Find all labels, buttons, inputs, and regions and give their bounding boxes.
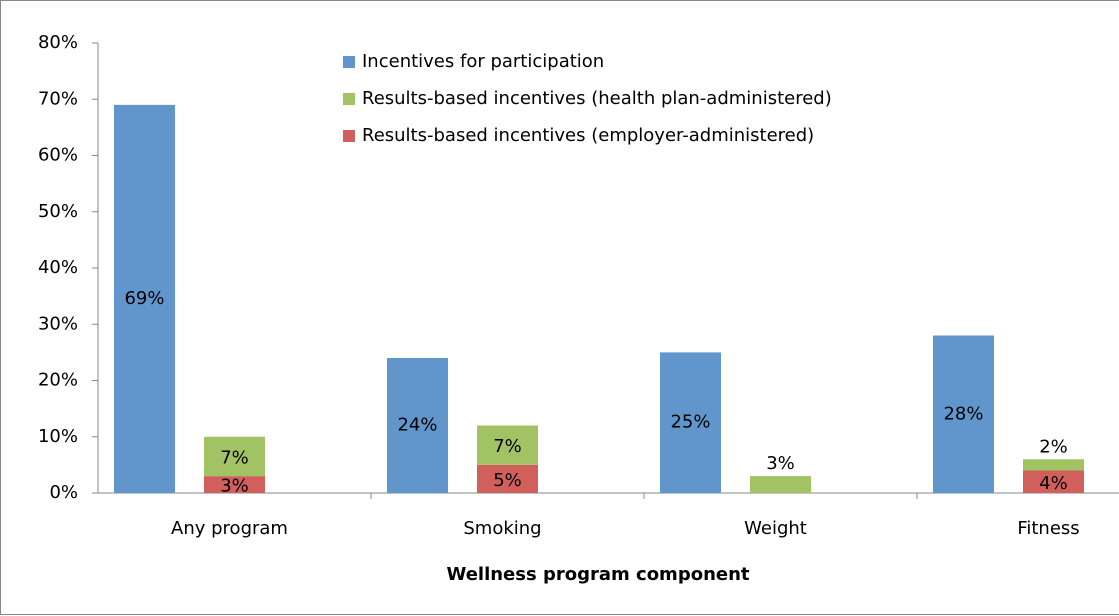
- legend-label: Incentives for participation: [362, 51, 604, 72]
- y-tick-label: 70%: [38, 88, 78, 109]
- data-label: 2%: [1039, 436, 1068, 457]
- y-tick-label: 50%: [38, 201, 78, 222]
- bar: [933, 335, 994, 493]
- x-tick-label: Weight: [744, 518, 807, 539]
- bar-segment: [750, 476, 811, 493]
- bar-segment: [1023, 470, 1084, 493]
- x-tick-label: Any program: [171, 518, 288, 539]
- data-label: 5%: [493, 470, 522, 491]
- bar-segment: [204, 436, 265, 477]
- x-tick-label: Smoking: [463, 518, 541, 539]
- legend-label: Results-based incentives (health plan-ad…: [362, 88, 832, 109]
- legend-swatch: [343, 93, 355, 105]
- y-tick-label: 60%: [38, 145, 78, 166]
- y-tick-label: 40%: [38, 257, 78, 278]
- y-tick-label: 30%: [38, 313, 78, 334]
- data-label: 7%: [493, 436, 522, 457]
- y-tick-label: 80%: [38, 32, 78, 53]
- bar: [660, 352, 721, 493]
- bar-segment: [477, 464, 538, 493]
- legend-swatch: [343, 130, 355, 142]
- data-label: 28%: [943, 403, 983, 424]
- data-label: 24%: [397, 415, 437, 436]
- bar-segment: [477, 425, 538, 465]
- legend-swatch: [343, 56, 355, 68]
- data-label: 3%: [766, 453, 795, 474]
- x-tick-label: Fitness: [1017, 518, 1079, 539]
- y-tick-label: 10%: [38, 426, 78, 447]
- data-label: 3%: [220, 476, 249, 497]
- data-label: 69%: [124, 288, 164, 309]
- data-label: 25%: [670, 412, 710, 433]
- data-label: 4%: [1039, 473, 1068, 494]
- y-tick-label: 0%: [49, 482, 78, 503]
- data-label: 7%: [220, 447, 249, 468]
- y-tick-label: 20%: [38, 370, 78, 391]
- bar: [114, 104, 175, 493]
- bar: [387, 358, 448, 493]
- bar-segment: [204, 476, 265, 493]
- x-axis-title: Wellness program component: [446, 564, 749, 585]
- legend-label: Results-based incentives (employer-admin…: [362, 125, 814, 146]
- bar-segment: [1023, 459, 1084, 471]
